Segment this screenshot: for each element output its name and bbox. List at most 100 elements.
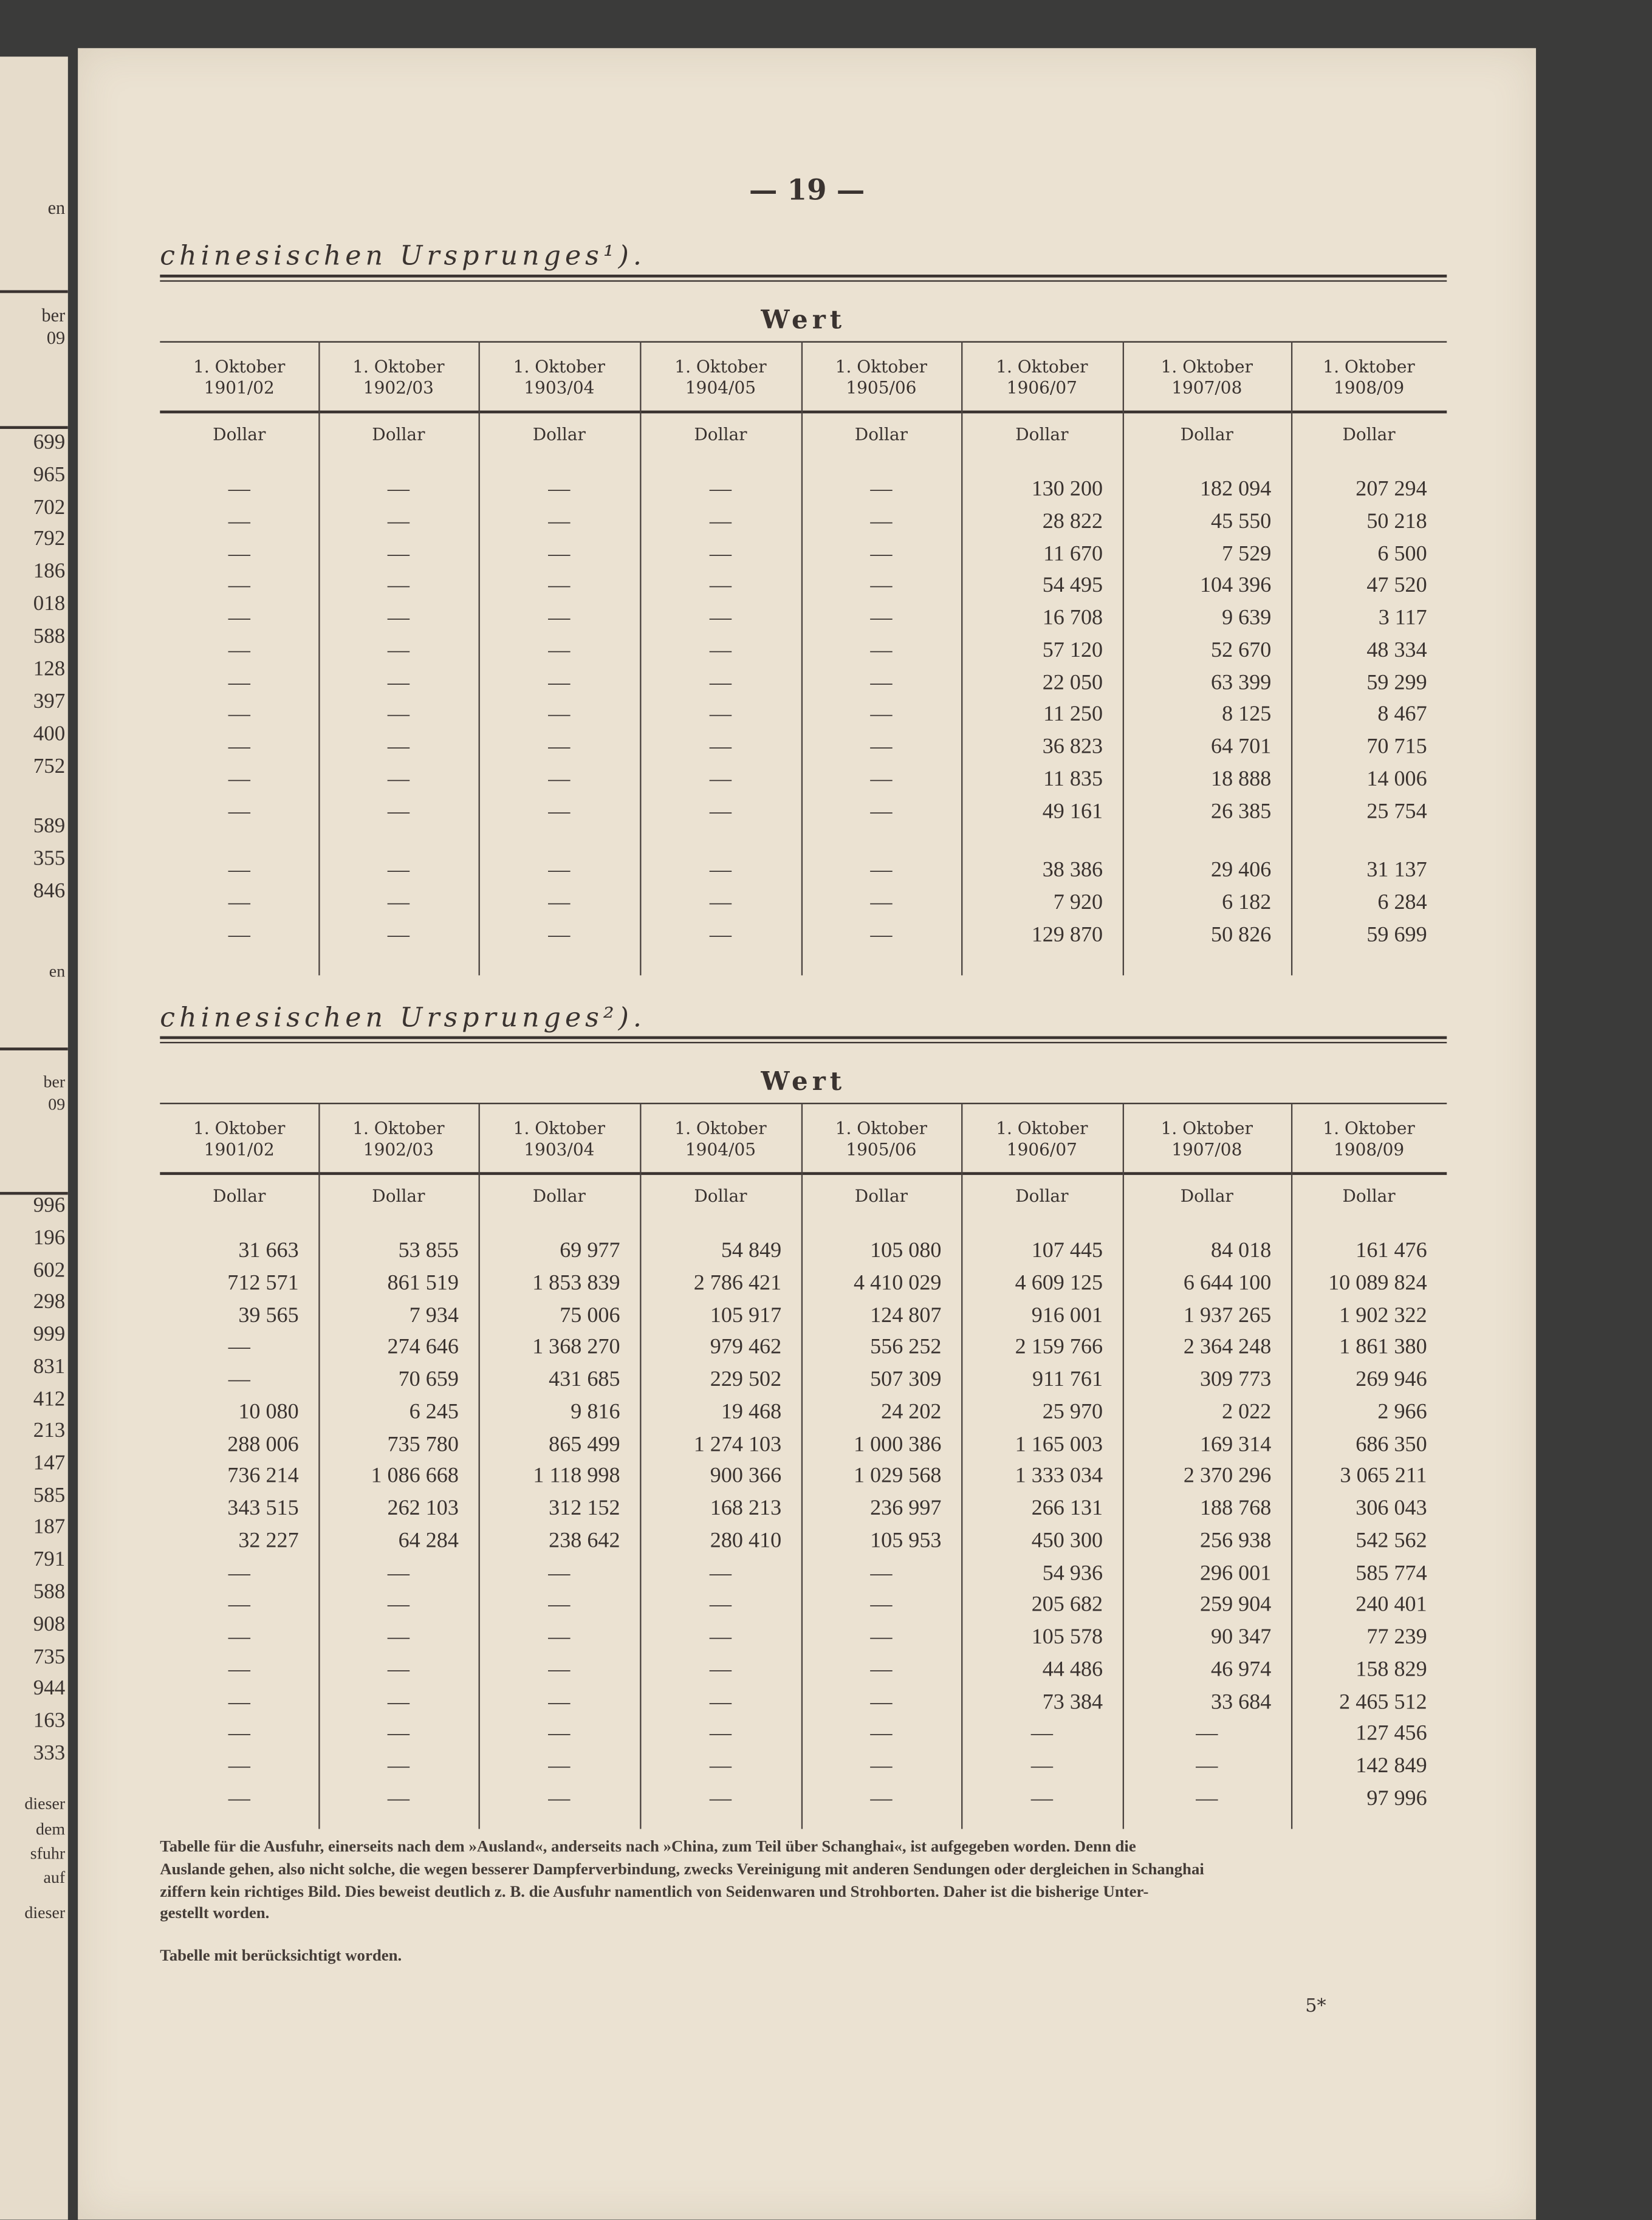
- table-cell: 107 445: [1031, 1238, 1103, 1263]
- footnote-line: Auslande gehen, also nicht solche, die w…: [160, 1861, 1204, 1879]
- table-cell: 556 252: [870, 1335, 942, 1360]
- table-cell: 288 006: [227, 1431, 299, 1456]
- table-cell: 865 499: [549, 1431, 620, 1456]
- table-cell: 1 902 322: [1339, 1303, 1427, 1328]
- table-cell: 1 937 265: [1183, 1303, 1272, 1328]
- table-cell: 69 977: [560, 1238, 620, 1263]
- table-cell: 9 816: [571, 1399, 620, 1424]
- unit-label: Dollar: [1015, 1186, 1069, 1207]
- table-cell: 36 823: [1042, 735, 1103, 759]
- table-cell: —: [548, 606, 571, 630]
- column-divider: [961, 1103, 963, 1829]
- table-cell: —: [387, 702, 410, 727]
- table-cell: —: [387, 670, 410, 694]
- table-cell: 169 314: [1199, 1431, 1272, 1456]
- table-cell: —: [709, 1560, 732, 1585]
- table-cell: —: [387, 1786, 410, 1811]
- table-cell: —: [228, 735, 250, 759]
- edge-fragment: 752: [33, 756, 66, 779]
- left-page-edge: en ber 09 699 965 702 792 186 018 588 128 397 400 752…: [0, 57, 68, 2220]
- page: — 19 — chinesischen Ursprunges¹). Wert 1. …: [78, 48, 1537, 2220]
- table-cell: —: [228, 509, 250, 533]
- table-cell: 29 406: [1211, 858, 1272, 883]
- table-cell: —: [387, 1657, 410, 1682]
- table-cell: —: [709, 670, 732, 694]
- table-cell: —: [548, 1689, 571, 1714]
- table-cell: —: [387, 1625, 410, 1650]
- table-cell: 59 299: [1366, 670, 1427, 694]
- table-cell: 6 245: [409, 1399, 459, 1424]
- column-divider: [640, 341, 642, 976]
- table-cell: —: [387, 1689, 410, 1714]
- table-cell: 259 904: [1199, 1592, 1272, 1617]
- edge-fragment: 602: [33, 1259, 66, 1283]
- table-cell: 158 829: [1356, 1657, 1427, 1682]
- table-cell: 1 274 103: [693, 1431, 782, 1456]
- table-cell: 14 006: [1366, 767, 1427, 791]
- unit-label: Dollar: [1015, 425, 1069, 445]
- unit-label: Dollar: [372, 1186, 425, 1207]
- table-cell: —: [1030, 1786, 1053, 1811]
- edge-fragment: 944: [33, 1677, 66, 1701]
- table-cell: —: [870, 922, 893, 947]
- table-cell: 105 953: [870, 1528, 942, 1553]
- table-cell: 585 774: [1356, 1560, 1427, 1585]
- table-cell: —: [709, 638, 732, 662]
- edge-fragment: 196: [33, 1227, 66, 1250]
- column-header-year: 1906/07: [1006, 378, 1077, 398]
- table-cell: 59 699: [1366, 922, 1427, 947]
- column-header-label: 1. Oktober: [352, 357, 445, 377]
- table-cell: 53 855: [398, 1238, 459, 1263]
- table-cell: —: [228, 1657, 250, 1682]
- table-cell: —: [709, 1592, 732, 1617]
- table-cell: 309 773: [1199, 1367, 1272, 1392]
- edge-fragment: 09: [48, 1094, 66, 1114]
- column-header-label: 1. Oktober: [352, 1118, 445, 1139]
- table-cell: 2 370 296: [1183, 1464, 1272, 1489]
- edge-fragment: 333: [33, 1742, 66, 1766]
- table-cell: —: [548, 638, 571, 662]
- column-divider: [478, 1103, 480, 1829]
- column-header-year: 1901/02: [204, 1139, 275, 1160]
- table-cell: 269 946: [1356, 1367, 1427, 1392]
- table-cell: —: [387, 890, 410, 915]
- table-cell: —: [228, 1753, 250, 1778]
- table-cell: 736 214: [227, 1464, 299, 1489]
- table-cell: —: [548, 767, 571, 791]
- table-cell: 48 334: [1366, 638, 1427, 662]
- table-cell: 47 520: [1366, 574, 1427, 598]
- table-cell: —: [548, 890, 571, 915]
- table-cell: 84 018: [1211, 1238, 1272, 1263]
- edge-fragment: 147: [33, 1452, 66, 1475]
- table-cell: —: [228, 1786, 250, 1811]
- table-cell: 7 920: [1053, 890, 1103, 915]
- double-rule-bottom: [160, 1041, 1447, 1044]
- table-cell: —: [870, 1689, 893, 1714]
- table-cell: —: [228, 1592, 250, 1617]
- edge-fragment: 588: [33, 625, 66, 649]
- table-cell: —: [548, 1753, 571, 1778]
- table-cell: 127 456: [1356, 1721, 1427, 1746]
- unit-label: Dollar: [372, 425, 425, 445]
- table-cell: —: [870, 767, 893, 791]
- table-cell: 296 001: [1199, 1560, 1272, 1585]
- table-cell: —: [548, 1592, 571, 1617]
- column-divider: [961, 341, 963, 976]
- table-cell: 7 934: [409, 1303, 459, 1328]
- table-cell: 22 050: [1042, 670, 1103, 694]
- table-cell: —: [548, 799, 571, 823]
- table-heading: chinesischen Ursprunges²).: [160, 1002, 646, 1033]
- table-cell: 229 502: [710, 1367, 782, 1392]
- table-cell: 25 754: [1366, 799, 1427, 823]
- column-header-year: 1903/04: [524, 378, 595, 398]
- table-cell: —: [548, 541, 571, 566]
- table-cell: 57 120: [1042, 638, 1103, 662]
- table-cell: —: [548, 1560, 571, 1585]
- table-cell: 188 768: [1199, 1496, 1272, 1521]
- table-cell: —: [228, 1721, 250, 1746]
- column-header-year: 1908/09: [1334, 1139, 1405, 1160]
- table-cell: —: [870, 858, 893, 883]
- table-cell: —: [228, 541, 250, 566]
- table-cell: 33 684: [1211, 1689, 1272, 1714]
- table-cell: —: [1030, 1753, 1053, 1778]
